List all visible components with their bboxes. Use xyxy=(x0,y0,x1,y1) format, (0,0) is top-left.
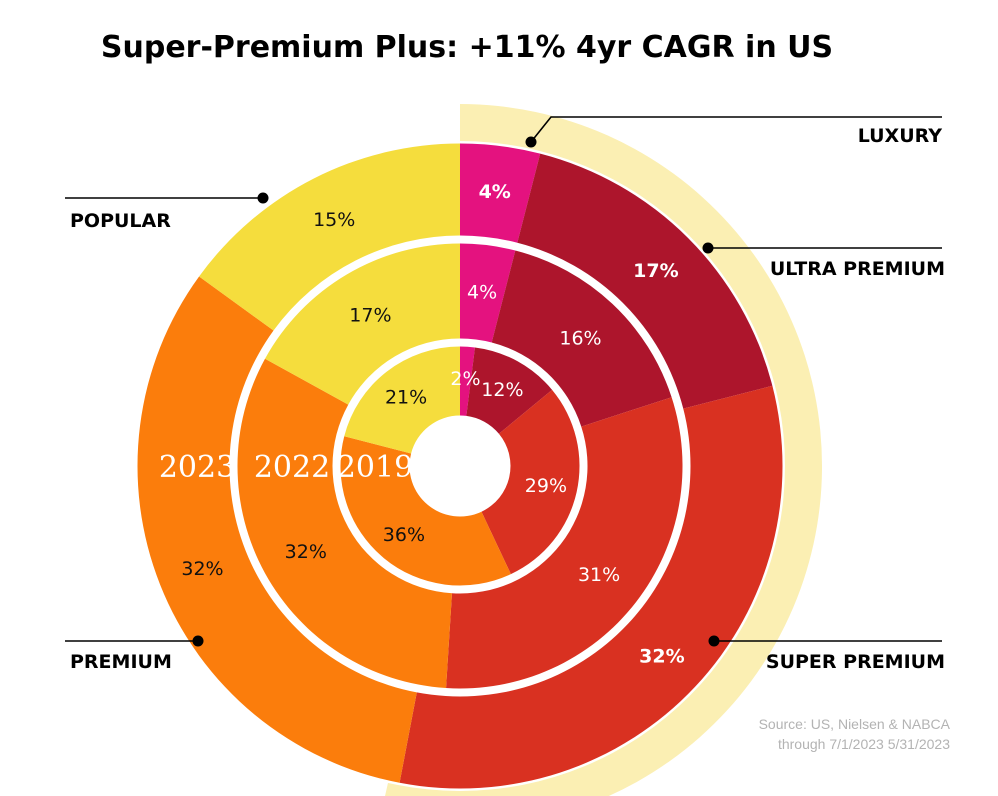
label-2022-super-premium: 31% xyxy=(578,564,620,586)
luxury-leader-dot xyxy=(525,136,537,148)
ring-2023-premium-segment xyxy=(137,276,417,783)
callouts-layer: POPULAR PREMIUM LUXURY ULTRA PREMIUM SUPER P… xyxy=(65,116,945,673)
ring-2022-super-premium-segment xyxy=(446,397,683,689)
label-2019-ultra-premium: 12% xyxy=(481,379,523,401)
ultra-premium-leader-dot xyxy=(702,242,714,254)
label-2023-super-premium: 32% xyxy=(639,646,684,668)
ring-2019-ultra-premium-segment xyxy=(466,347,553,434)
ring-2022-luxury-segment xyxy=(460,243,516,343)
label-2023-luxury: 4% xyxy=(479,181,511,203)
label-2022-luxury: 4% xyxy=(467,281,497,303)
label-2023-popular: 15% xyxy=(313,209,355,231)
ring-2019-premium-segment xyxy=(340,436,511,586)
label-2022-popular: 17% xyxy=(349,305,391,327)
source-line-2: through 7/1/2023 5/31/2023 xyxy=(778,736,950,752)
label-2019-super-premium: 29% xyxy=(525,475,567,497)
labels-layer: 4% 17% 32% 32% 15% 2023 4% 16% 31% 32% 17% 2022 2% 12… xyxy=(159,181,685,667)
ring-2022-ultra-premium-segment xyxy=(491,250,672,427)
luxury-category-label: LUXURY xyxy=(858,125,943,147)
label-2019-popular: 21% xyxy=(385,387,427,409)
premium-category-label: PREMIUM xyxy=(70,651,172,673)
chart-title: Super-Premium Plus: +11% 4yr CAGR in US xyxy=(101,30,833,65)
ring-2022-premium-segment xyxy=(237,358,452,689)
ring-2023-ultra-premium-segment xyxy=(517,153,773,409)
premium-leader-dot xyxy=(192,635,204,647)
ring-2019-luxury-segment xyxy=(460,346,475,416)
ring-2023-luxury-segment xyxy=(460,143,541,243)
label-2019-luxury: 2% xyxy=(450,368,480,390)
popular-leader-dot xyxy=(257,192,269,204)
year-label-2022: 2022 xyxy=(254,450,330,485)
ultra-premium-category-label: ULTRA PREMIUM xyxy=(770,258,945,280)
source-line-1: Source: US, Nielsen & NABCA xyxy=(759,716,951,732)
ring-2023-super-premium-segment xyxy=(399,385,783,789)
label-2023-ultra-premium: 17% xyxy=(633,260,678,282)
year-label-2023: 2023 xyxy=(159,450,235,485)
label-2019-premium: 36% xyxy=(383,524,425,546)
rings-layer xyxy=(135,141,785,791)
luxury-leader-line xyxy=(530,116,942,143)
label-2022-ultra-premium: 16% xyxy=(559,328,601,350)
label-2023-premium: 32% xyxy=(181,558,223,580)
year-label-2019: 2019 xyxy=(337,450,413,485)
super-premium-category-label: SUPER PREMIUM xyxy=(766,651,945,673)
super-premium-leader-dot xyxy=(708,635,720,647)
ring-2023-popular-segment xyxy=(199,143,460,331)
ring-2022-popular-segment xyxy=(265,243,460,405)
ring-2019-popular-segment xyxy=(344,346,460,454)
ring-2019-super-premium-segment xyxy=(481,389,580,575)
label-2022-premium: 32% xyxy=(285,541,327,563)
popular-category-label: POPULAR xyxy=(70,210,171,232)
